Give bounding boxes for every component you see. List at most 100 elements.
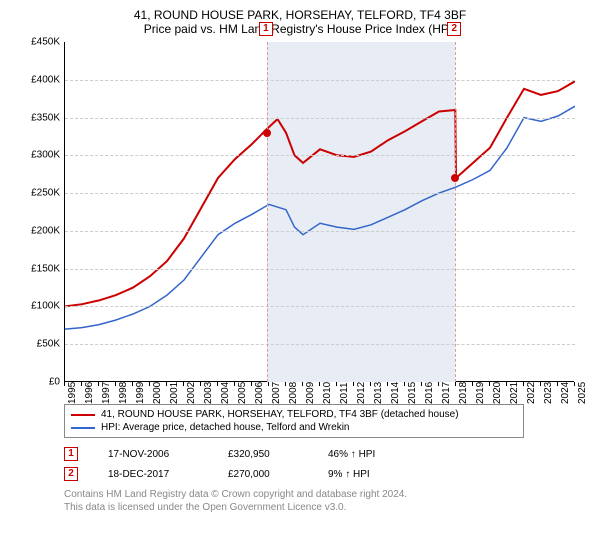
x-tick-label: 2025 xyxy=(577,382,588,404)
x-tick-label: 2001 xyxy=(169,382,180,404)
chart-container: 41, ROUND HOUSE PARK, HORSEHAY, TELFORD,… xyxy=(0,0,600,560)
x-tick xyxy=(64,382,65,386)
x-tick-label: 2009 xyxy=(305,382,316,404)
event-vline xyxy=(455,42,456,382)
license-text: Contains HM Land Registry data © Crown c… xyxy=(64,488,588,514)
event-delta: 46% ↑ HPI xyxy=(328,449,375,460)
plot-box xyxy=(64,42,574,382)
event-marker: 2 xyxy=(447,22,461,36)
event-date: 17-NOV-2006 xyxy=(108,449,198,460)
x-tick xyxy=(455,382,456,386)
x-tick-label: 2002 xyxy=(186,382,197,404)
x-tick-label: 2008 xyxy=(288,382,299,404)
event-row: 2 18-DEC-2017 £270,000 9% ↑ HPI xyxy=(64,464,588,484)
y-tick-label: £450K xyxy=(31,37,60,48)
x-tick xyxy=(557,382,558,386)
y-tick-label: £50K xyxy=(37,339,60,350)
x-tick-label: 2024 xyxy=(560,382,571,404)
x-tick-label: 2004 xyxy=(220,382,231,404)
x-tick-label: 2016 xyxy=(424,382,435,404)
x-tick xyxy=(540,382,541,386)
y-tick-label: £250K xyxy=(31,188,60,199)
x-tick-label: 1999 xyxy=(135,382,146,404)
x-tick-label: 2013 xyxy=(373,382,384,404)
x-tick xyxy=(81,382,82,386)
x-tick-label: 1998 xyxy=(118,382,129,404)
x-tick xyxy=(506,382,507,386)
x-axis: 1995199619971998199920002001200220032004… xyxy=(64,382,574,412)
x-tick xyxy=(370,382,371,386)
legend-item: HPI: Average price, detached house, Telf… xyxy=(71,421,517,434)
x-tick-label: 2000 xyxy=(152,382,163,404)
legend-swatch xyxy=(71,414,95,416)
x-tick xyxy=(183,382,184,386)
x-tick xyxy=(166,382,167,386)
gridline xyxy=(65,80,575,81)
x-tick xyxy=(489,382,490,386)
gridline xyxy=(65,231,575,232)
event-delta: 9% ↑ HPI xyxy=(328,469,370,480)
x-tick xyxy=(523,382,524,386)
x-tick xyxy=(98,382,99,386)
x-tick-label: 2021 xyxy=(509,382,520,404)
x-tick-label: 2017 xyxy=(441,382,452,404)
event-row: 1 17-NOV-2006 £320,950 46% ↑ HPI xyxy=(64,444,588,464)
x-tick xyxy=(132,382,133,386)
x-tick-label: 2003 xyxy=(203,382,214,404)
gridline xyxy=(65,155,575,156)
x-tick-label: 2014 xyxy=(390,382,401,404)
x-tick-label: 2007 xyxy=(271,382,282,404)
x-tick xyxy=(285,382,286,386)
gridline xyxy=(65,193,575,194)
event-row-marker: 2 xyxy=(64,467,78,481)
y-tick-label: £0 xyxy=(49,377,60,388)
x-tick xyxy=(217,382,218,386)
y-tick-label: £200K xyxy=(31,225,60,236)
chart-area: £0 £50K £100K £150K £200K £250K £300K £350K £400… xyxy=(22,42,582,402)
event-price: £320,950 xyxy=(228,449,298,460)
gridline xyxy=(65,306,575,307)
x-tick-label: 2018 xyxy=(458,382,469,404)
x-tick xyxy=(472,382,473,386)
event-date: 18-DEC-2017 xyxy=(108,469,198,480)
y-tick-label: £350K xyxy=(31,112,60,123)
y-tick-label: £100K xyxy=(31,301,60,312)
event-row-marker: 1 xyxy=(64,447,78,461)
x-tick xyxy=(268,382,269,386)
y-tick-label: £400K xyxy=(31,74,60,85)
x-tick xyxy=(319,382,320,386)
title-address: 41, ROUND HOUSE PARK, HORSEHAY, TELFORD,… xyxy=(12,8,588,22)
x-tick-label: 2019 xyxy=(475,382,486,404)
gridline xyxy=(65,269,575,270)
line-chart-svg xyxy=(65,42,575,382)
x-tick xyxy=(353,382,354,386)
x-tick xyxy=(302,382,303,386)
x-tick xyxy=(438,382,439,386)
x-tick-label: 2005 xyxy=(237,382,248,404)
y-tick-label: £150K xyxy=(31,263,60,274)
legend-label: HPI: Average price, detached house, Telf… xyxy=(101,422,350,433)
x-tick xyxy=(387,382,388,386)
x-tick xyxy=(336,382,337,386)
x-tick-label: 2010 xyxy=(322,382,333,404)
title-block: 41, ROUND HOUSE PARK, HORSEHAY, TELFORD,… xyxy=(12,8,588,36)
title-subtitle: Price paid vs. HM Land Registry's House … xyxy=(12,22,588,36)
x-tick-label: 1995 xyxy=(67,382,78,404)
y-tick-label: £300K xyxy=(31,150,60,161)
gridline xyxy=(65,118,575,119)
x-tick xyxy=(234,382,235,386)
event-footer: 1 17-NOV-2006 £320,950 46% ↑ HPI 2 18-DEC-201… xyxy=(64,444,588,514)
x-tick xyxy=(149,382,150,386)
legend-swatch xyxy=(71,427,95,429)
x-tick-label: 1996 xyxy=(84,382,95,404)
event-price: £270,000 xyxy=(228,469,298,480)
x-tick-label: 2006 xyxy=(254,382,265,404)
y-axis: £0£50K£100K£150K£200K£250K£300K£350K£400… xyxy=(22,42,64,382)
x-tick xyxy=(115,382,116,386)
x-tick xyxy=(200,382,201,386)
x-tick xyxy=(404,382,405,386)
x-tick-label: 2015 xyxy=(407,382,418,404)
x-tick xyxy=(421,382,422,386)
event-marker: 1 xyxy=(259,22,273,36)
x-tick-label: 2023 xyxy=(543,382,554,404)
